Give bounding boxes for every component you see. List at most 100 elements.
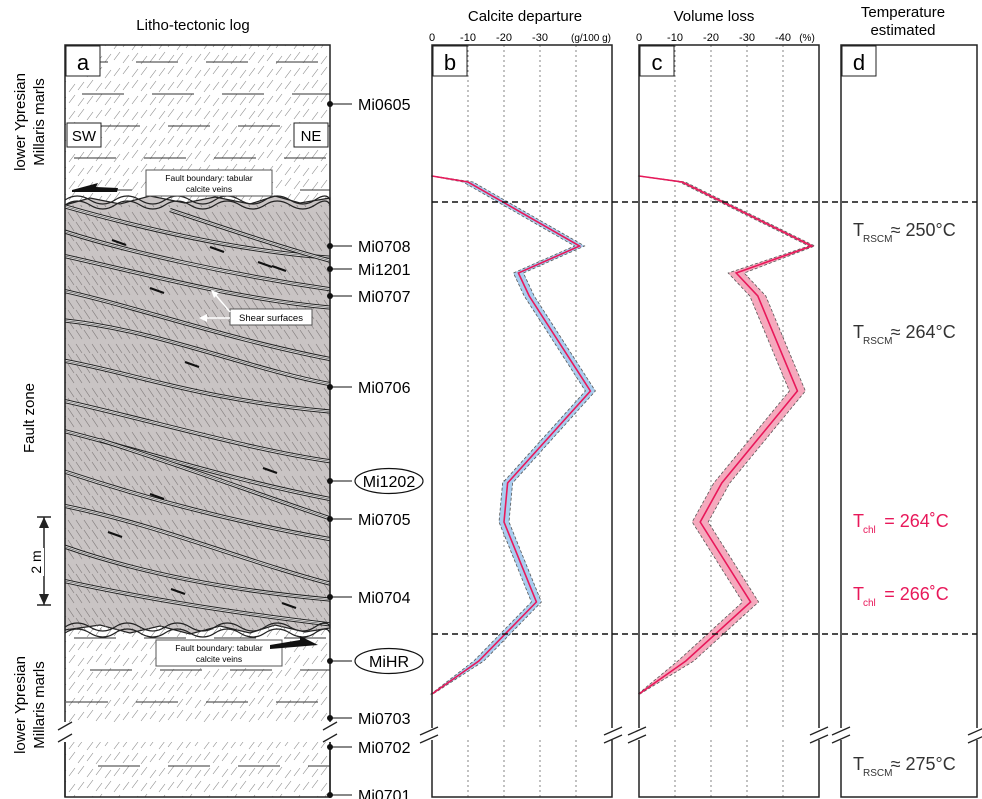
marl-hatch-mark: [77, 178, 85, 188]
fault-hatch-mark: [259, 417, 267, 428]
fault-hatch-mark: [243, 563, 251, 574]
fault-hatch-mark: [107, 519, 115, 530]
fault-hatch-mark: [139, 607, 147, 618]
fault-hatch-mark: [147, 241, 155, 252]
temperature-value: = 266˚C: [884, 584, 949, 604]
fault-hatch-mark: [123, 607, 131, 618]
fault-hatch-mark: [251, 329, 259, 340]
fault-hatch-mark: [139, 495, 147, 506]
fault-hatch-mark: [283, 539, 291, 550]
marl-hatch-mark: [230, 712, 238, 722]
marl-hatch-mark: [284, 753, 292, 763]
tick-label: -30: [739, 32, 755, 44]
fault-hatch-mark: [203, 617, 211, 628]
marl-hatch-mark: [122, 695, 130, 705]
fault-hatch-mark: [99, 397, 107, 408]
fault-hatch-mark: [139, 617, 147, 628]
fault-hatch-mark: [163, 241, 171, 252]
fault-hatch-mark: [195, 255, 203, 266]
fault-hatch-mark: [99, 373, 107, 384]
fault-hatch-mark: [332, 398, 338, 407]
tick-label: -10: [460, 32, 476, 44]
marl-hatch-mark: [149, 107, 157, 117]
fault-hatch-mark: [83, 519, 91, 530]
fault-hatch-mark: [219, 397, 227, 408]
marl-hatch-mark: [221, 682, 229, 692]
fault-hatch-mark: [275, 417, 283, 428]
fault-hatch-mark: [259, 529, 267, 540]
fault-hatch-mark: [219, 573, 227, 584]
fault-hatch-mark: [115, 329, 123, 340]
marl-hatch-mark: [284, 107, 292, 117]
fault-hatch-mark: [332, 506, 338, 515]
fault-hatch-mark: [211, 407, 219, 418]
fault-hatch-mark: [75, 417, 83, 428]
shear-band-core: [65, 469, 330, 541]
fault-hatch-mark: [107, 563, 115, 574]
marl-hatch-mark: [167, 754, 175, 764]
marl-hatch-mark: [221, 68, 229, 78]
fault-hatch-mark: [267, 373, 275, 384]
fault-hatch-mark: [315, 627, 323, 630]
fault-hatch-mark: [332, 520, 338, 529]
fault-hatch-mark: [291, 519, 299, 530]
fault-hatch-mark: [283, 431, 291, 442]
marl-hatch-mark: [131, 779, 139, 789]
fault-hatch-mark: [243, 617, 251, 628]
fault-hatch-mark: [251, 255, 259, 266]
fault-hatch-mark: [115, 309, 123, 320]
fault-hatch-mark: [91, 573, 99, 584]
marl-hatch-mark: [230, 45, 234, 49]
fault-hatch-mark: [179, 417, 187, 428]
fault-hatch-mark: [179, 549, 187, 560]
marl-hatch-mark: [194, 80, 202, 90]
fault-hatch-mark: [251, 431, 259, 442]
marl-hatch-mark: [302, 765, 310, 775]
marl-hatch-mark: [275, 163, 283, 173]
fault-hatch-mark: [251, 417, 259, 428]
marl-hatch-mark: [248, 45, 253, 50]
fault-hatch-mark: [179, 431, 187, 442]
shear-surfaces-box: [229, 308, 313, 326]
log-header: Litho-tectonic log: [136, 17, 249, 34]
fault-hatch-mark: [243, 373, 251, 384]
fault-hatch-mark: [155, 475, 163, 486]
fault-hatch-mark: [115, 505, 123, 516]
marl-hatch-mark: [194, 96, 202, 106]
marl-hatch-mark: [329, 761, 330, 762]
marl-hatch-mark: [275, 109, 283, 119]
fault-hatch-mark: [275, 549, 283, 560]
fault-hatch-mark: [67, 485, 75, 496]
marl-hatch-mark: [140, 125, 148, 135]
fault-hatch-mark: [83, 573, 91, 584]
marl-hatch-mark: [221, 138, 229, 148]
marl-hatch-mark: [284, 177, 292, 187]
marl-hatch-mark: [176, 79, 184, 89]
marl-hatch-mark: [149, 139, 157, 149]
fault-hatch-mark: [91, 285, 99, 296]
marl-hatch-mark: [86, 741, 94, 751]
marl-hatch-mark: [131, 671, 139, 681]
fault-hatch-mark: [332, 256, 338, 265]
marl-hatch-mark: [320, 179, 328, 189]
fault-hatch-mark: [203, 519, 211, 530]
fault-hatch-mark: [83, 221, 91, 232]
fault-hatch-mark: [235, 431, 243, 442]
fault-hatch-mark: [235, 451, 243, 462]
fault-hatch-mark: [227, 495, 235, 506]
shear-band-core: [99, 439, 330, 521]
fault-hatch-mark: [235, 417, 243, 428]
fault-hatch-mark: [219, 539, 227, 550]
marl-hatch-mark: [212, 97, 220, 107]
temperature-estimate: T RSCM≈ 250°C: [853, 220, 956, 245]
fault-hatch-mark: [83, 265, 91, 276]
marl-hatch-mark: [104, 107, 112, 117]
fault-hatch-mark: [291, 397, 299, 408]
marl-hatch-mark: [140, 152, 148, 162]
marl-hatch-mark: [302, 167, 310, 177]
marl-hatch-mark: [248, 751, 256, 761]
fault-hatch-mark: [123, 451, 131, 462]
fault-hatch-mark: [75, 607, 83, 618]
fault-hatch-mark: [332, 486, 338, 495]
marl-hatch-mark: [302, 108, 310, 118]
